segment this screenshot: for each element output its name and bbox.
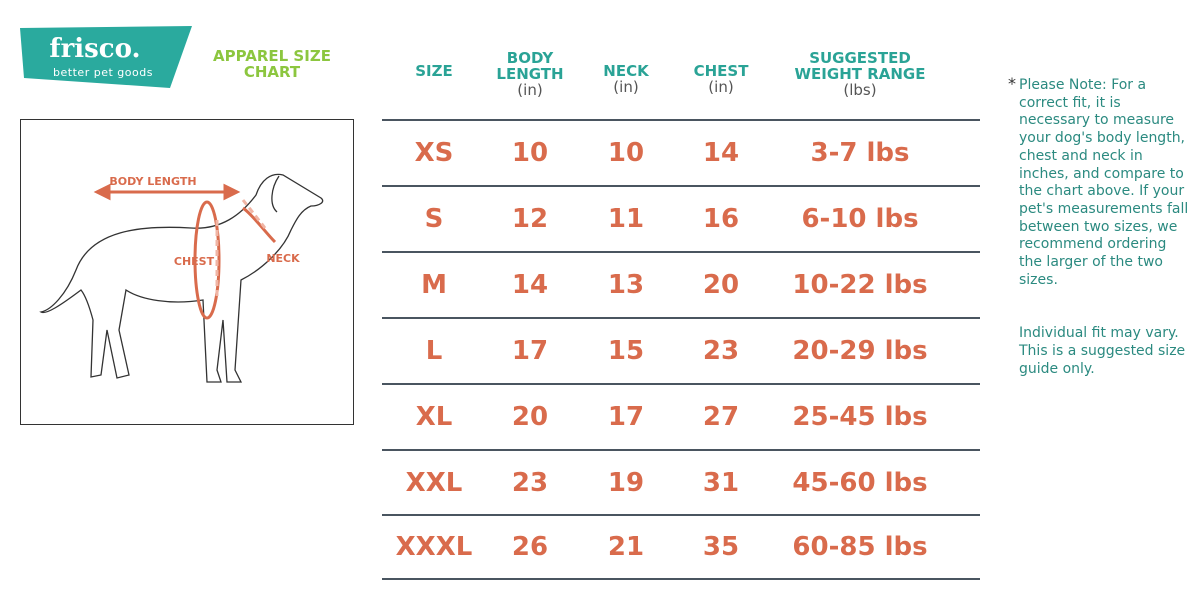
note-paragraph-2: Individual fit may vary. This is a sugge… [1019,325,1186,377]
cell-size: XL [415,402,453,432]
row-divider [382,449,980,451]
header-neck: NECK (in) [603,63,648,95]
cell-chest: 35 [702,532,740,562]
header-label: NECK [603,62,649,80]
cell-body-length: 12 [511,204,549,234]
row-divider [382,578,980,580]
header-label: BODY LENGTH [496,49,564,83]
row-divider [382,251,980,253]
cell-chest: 20 [702,270,740,300]
cell-neck: 10 [607,138,645,168]
header-label: SIZE [415,62,453,80]
cell-size: XXL [405,467,463,498]
cell-body-length: 26 [511,532,549,562]
cell-chest: 27 [702,402,740,432]
row-divider [382,514,980,516]
cell-size: L [425,336,443,366]
logo-tagline: better pet goods [53,66,153,79]
cell-size: XXXL [395,532,473,562]
cell-weight-range: 25-45 lbs [792,402,928,432]
dog-illustration: BODY LENGTH CHEST NECK [39,173,324,383]
cell-body-length: 20 [511,402,549,432]
cell-neck: 13 [607,270,645,300]
cell-body-length: 10 [511,138,549,168]
row-divider [382,317,980,319]
note-paragraph-1: Please Note: For a correct fit, it is ne… [1019,77,1189,288]
cell-weight-range: 60-85 lbs [792,532,928,562]
cell-neck: 11 [607,204,645,234]
cell-chest: 14 [702,138,740,168]
cell-weight-range: 10-22 lbs [792,270,928,300]
row-divider [382,119,980,121]
cell-chest: 23 [702,336,740,366]
cell-size: M [421,270,447,300]
chart-title: APPAREL SIZE CHART [213,47,331,81]
row-divider [382,185,980,187]
cell-weight-range: 6-10 lbs [801,204,919,234]
fit-note: * Please Note: For a correct fit, it is … [1008,74,1193,379]
cell-size: XS [414,138,454,168]
header-size: SIZE [415,63,453,79]
cell-body-length: 17 [511,336,549,366]
cell-body-length: 23 [511,467,549,498]
dog-measurement-diagram: BODY LENGTH CHEST NECK [20,119,354,425]
cell-weight-range: 45-60 lbs [792,467,928,498]
header-label: SUGGESTED WEIGHT RANGE [794,49,926,83]
cell-weight-range: 20-29 lbs [792,336,928,366]
header-chest: CHEST (in) [694,63,749,95]
header-unit: (in) [517,81,543,99]
header-weight-range: SUGGESTED WEIGHT RANGE (lbs) [785,50,935,98]
frisco-logo: frisco. better pet goods [20,26,192,90]
header-unit: (lbs) [843,81,877,99]
header-unit: (in) [613,78,639,96]
header-unit: (in) [708,78,734,96]
logo-brand: frisco. [49,34,141,64]
cell-neck: 19 [607,467,645,498]
asterisk: * [1008,74,1016,93]
cell-neck: 15 [607,336,645,366]
header-body-length: BODY LENGTH (in) [490,50,570,98]
cell-size: S [424,204,444,234]
cell-chest: 16 [702,204,740,234]
body-length-label: BODY LENGTH [109,175,196,188]
chest-label: CHEST [174,255,215,268]
cell-neck: 21 [607,532,645,562]
cell-neck: 17 [607,402,645,432]
cell-weight-range: 3-7 lbs [810,138,910,168]
row-divider [382,383,980,385]
cell-chest: 31 [702,467,740,498]
header-label: CHEST [693,62,749,80]
neck-label: NECK [266,252,300,265]
cell-body-length: 14 [511,270,549,300]
